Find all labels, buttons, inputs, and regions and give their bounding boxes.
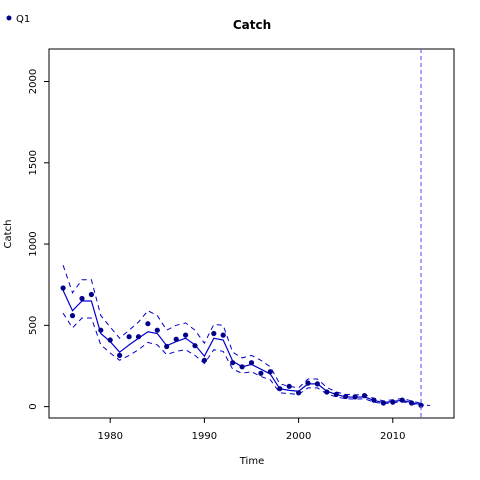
observed-point (409, 400, 415, 406)
observed-point (333, 391, 339, 397)
series-lower-bound-line (62, 312, 422, 407)
observed-point (324, 389, 330, 395)
observed-point (305, 380, 311, 386)
forecast-line (420, 404, 431, 407)
observed-point (135, 334, 142, 340)
series-upper-bound-line (62, 265, 422, 404)
observed-point (126, 334, 132, 340)
observed-point (380, 400, 386, 406)
chart-title: Catch (233, 18, 271, 32)
observed-point (239, 364, 245, 370)
legend-marker-q1 (6, 15, 12, 21)
observed-point (145, 321, 151, 327)
x-tick-label: 1980 (97, 431, 122, 442)
series-fit-line (62, 290, 422, 406)
observed-point (399, 397, 405, 403)
observed-point (164, 343, 170, 350)
observed-point (371, 397, 377, 403)
observed-point (230, 360, 236, 366)
y-tick-label: 0 (28, 403, 39, 409)
y-tick-label: 1000 (28, 231, 39, 256)
x-axis-label: Time (239, 456, 264, 467)
observed-point (418, 402, 424, 408)
x-tick-label: 2010 (380, 431, 405, 442)
observed-point (79, 295, 85, 302)
y-axis-label: Catch (3, 220, 14, 249)
legend: Q1 (6, 14, 30, 25)
observed-point (286, 383, 292, 389)
observed-point (201, 357, 207, 363)
observed-point (117, 352, 123, 358)
x-tick-label: 2000 (286, 431, 311, 442)
y-tick-label: 1500 (28, 150, 39, 175)
y-tick-label: 2000 (28, 69, 39, 94)
observed-point (390, 399, 396, 405)
observed-point (258, 370, 264, 376)
y-axis: 0 500 1000 1500 2000 (28, 69, 49, 410)
y-tick-label: 500 (28, 316, 39, 335)
legend-label-q1: Q1 (16, 14, 30, 25)
plot-frame (48, 48, 455, 419)
observed-point (220, 332, 226, 338)
observed-point (88, 291, 94, 298)
observed-point (352, 394, 358, 400)
plot-area (60, 49, 431, 418)
observed-point (277, 386, 283, 392)
observed-point (107, 337, 113, 343)
observed-point (296, 390, 302, 396)
x-tick-label: 1990 (192, 431, 217, 442)
observed-point (211, 330, 217, 337)
x-axis: 1980 1990 2000 2010 (97, 418, 406, 442)
observed-point (183, 332, 189, 338)
observed-point (361, 393, 368, 399)
observed-point (69, 313, 76, 319)
observed-point (60, 285, 66, 291)
observed-point (343, 393, 349, 400)
observed-point (173, 336, 179, 342)
observed-point (192, 343, 198, 349)
observed-point (154, 327, 160, 333)
observed-point (248, 360, 255, 366)
observed-point (267, 369, 273, 375)
observed-point (314, 381, 320, 387)
observed-point (98, 327, 104, 333)
